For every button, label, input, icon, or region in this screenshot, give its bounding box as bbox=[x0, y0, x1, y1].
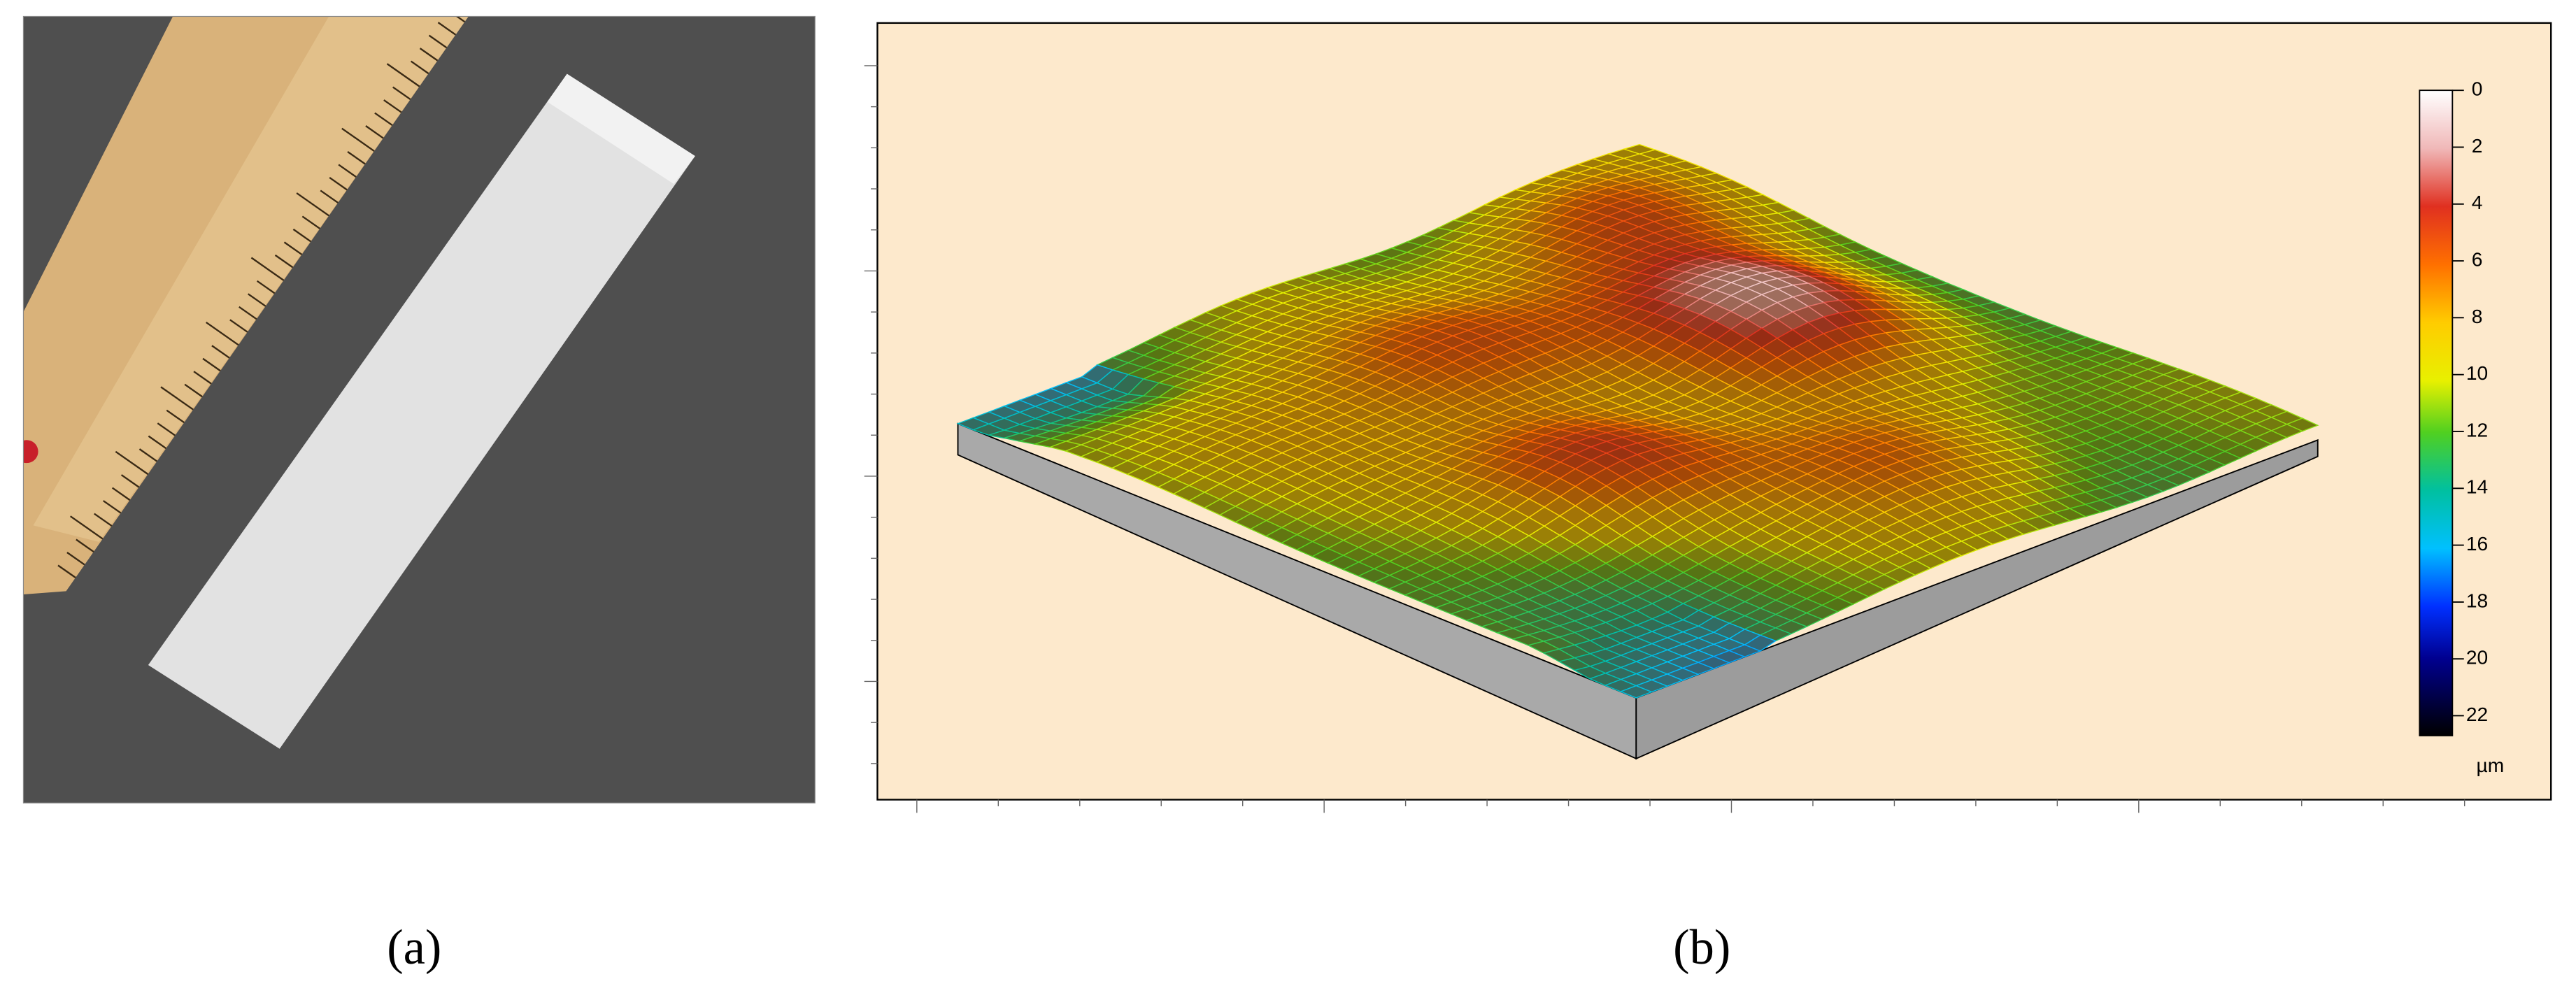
ruler-tick bbox=[455, 16, 466, 23]
photo-frame bbox=[22, 15, 816, 803]
slab-side bbox=[1635, 438, 2319, 760]
ruler-dot bbox=[23, 440, 38, 464]
ruler-tick bbox=[341, 127, 375, 152]
ruler-tick bbox=[374, 112, 393, 127]
ruler-tick bbox=[166, 409, 185, 424]
ruler-tick bbox=[193, 371, 212, 385]
colorbar-tick-label: 0 bbox=[2472, 78, 2483, 100]
colorbar-unit: µm bbox=[2476, 754, 2504, 776]
ruler-tick bbox=[329, 176, 348, 191]
ruler-tick bbox=[157, 422, 176, 436]
ruler-tick bbox=[250, 257, 285, 281]
ruler-tick bbox=[365, 125, 384, 139]
ruler-tick bbox=[66, 552, 85, 566]
colorbar-tick-label: 18 bbox=[2466, 589, 2488, 611]
colorbar-tick-label: 16 bbox=[2466, 532, 2488, 555]
ruler-tick bbox=[338, 164, 357, 178]
ruler-tick bbox=[386, 63, 420, 87]
ruler-tick bbox=[419, 48, 439, 62]
colorbar-tick-label: 6 bbox=[2472, 248, 2483, 270]
ruler-tick bbox=[410, 60, 429, 75]
ruler-tick bbox=[392, 86, 411, 101]
panel-label: (a) bbox=[387, 920, 441, 975]
ruler-highlight bbox=[33, 16, 469, 542]
ruler-tick bbox=[283, 241, 303, 255]
ruler-tick bbox=[120, 474, 140, 488]
surface bbox=[956, 143, 2319, 760]
colorbar-tick-label: 10 bbox=[2466, 362, 2488, 384]
ruler-tick bbox=[202, 357, 221, 372]
ruler-tick bbox=[103, 500, 122, 514]
ruler-tick bbox=[347, 151, 366, 165]
ruler-tick bbox=[274, 254, 294, 269]
ruler-tick bbox=[248, 293, 266, 307]
ruler-tick bbox=[138, 448, 158, 462]
photo bbox=[23, 16, 816, 803]
ruler-tick bbox=[115, 450, 149, 476]
ruler-tick bbox=[437, 22, 457, 36]
ruler-tick bbox=[211, 345, 230, 359]
colorbar-tick-label: 20 bbox=[2466, 646, 2488, 669]
ruler-tick bbox=[428, 34, 448, 49]
ruler-tick bbox=[301, 215, 321, 229]
ruler-tick bbox=[184, 383, 203, 398]
ruler-tick bbox=[111, 487, 131, 501]
colorbar-tick-label: 12 bbox=[2466, 418, 2488, 441]
colorbar-tick-label: 14 bbox=[2466, 476, 2488, 498]
surface-cell bbox=[1619, 685, 1653, 699]
ruler-tick bbox=[57, 564, 76, 578]
colorbar-ticks: 0 2 4 6 8 10 12 14 16 18 20 22 bbox=[2452, 78, 2488, 725]
ruler-tick bbox=[76, 538, 94, 553]
colorbar bbox=[2419, 90, 2454, 736]
ruler-tick bbox=[320, 190, 339, 203]
ruler-tick bbox=[383, 99, 402, 113]
ruler-tick bbox=[94, 513, 113, 527]
specimen bbox=[148, 73, 695, 749]
specimen-edge bbox=[547, 73, 695, 184]
colorbar-tick-label: 4 bbox=[2472, 191, 2483, 213]
ruler-tick bbox=[296, 192, 329, 217]
colorbar-tick-label: 8 bbox=[2472, 305, 2483, 327]
ruler-tick bbox=[256, 280, 276, 294]
ruler-tick bbox=[229, 319, 248, 333]
ruler-tick bbox=[69, 515, 104, 540]
ruler-tick bbox=[160, 386, 194, 410]
ruler-tick bbox=[148, 435, 167, 450]
colorbar-tick-label: 2 bbox=[2472, 134, 2483, 157]
ruler-tick bbox=[206, 321, 239, 346]
ruler-tick bbox=[239, 306, 257, 320]
colorbar-tick-label: 22 bbox=[2466, 703, 2488, 725]
ruler-tick bbox=[292, 228, 312, 243]
panel-label: (b) bbox=[1673, 920, 1730, 975]
